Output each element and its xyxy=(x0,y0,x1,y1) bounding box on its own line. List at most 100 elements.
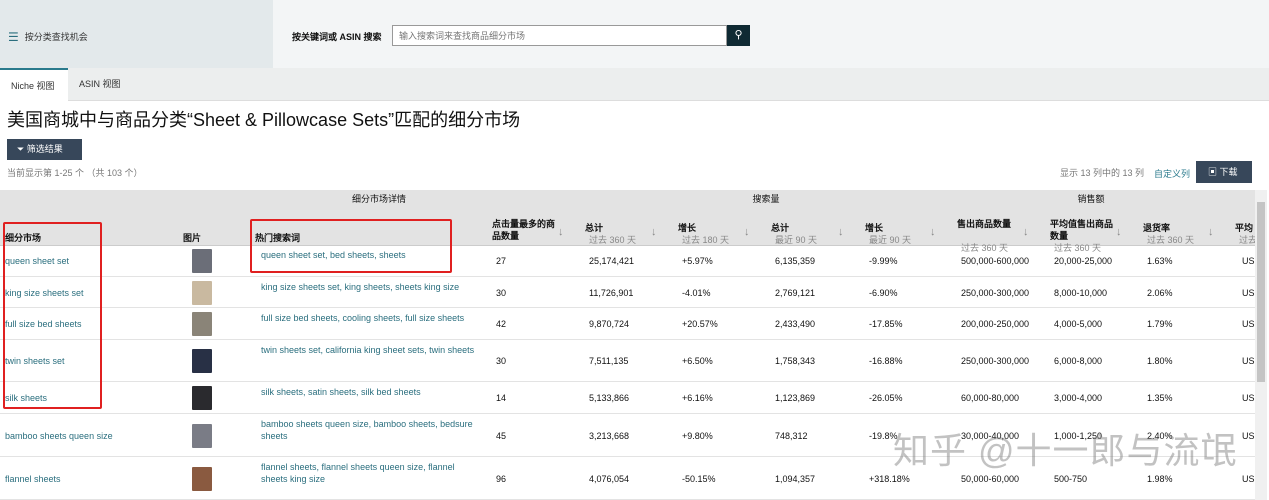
column-header: 热门搜索词 xyxy=(255,233,301,243)
cell-niche[interactable]: queen sheet set xyxy=(5,256,70,266)
divider xyxy=(0,245,1255,246)
cell-units: 200,000-250,000 xyxy=(961,319,1030,329)
column-header[interactable]: 售出商品数量 xyxy=(957,219,1012,229)
product-image[interactable] xyxy=(192,386,212,410)
cell-avg: 8,000-10,000 xyxy=(1054,287,1108,298)
product-image[interactable] xyxy=(192,280,212,305)
cell-s360: 5,133,866 xyxy=(589,393,630,403)
search-button[interactable]: ⚲ xyxy=(727,25,750,46)
cell-clicked: 30 xyxy=(496,356,507,366)
highlight-box-terms xyxy=(250,219,452,273)
search-terms[interactable]: flannel sheets, flannel sheets queen siz… xyxy=(261,462,455,484)
cell-g90: -26.05% xyxy=(869,393,903,403)
row-divider xyxy=(0,307,1255,308)
product-image[interactable] xyxy=(192,312,212,336)
column-subtitle: 过去 360 天 xyxy=(589,235,637,245)
cell-clicked: 42 xyxy=(496,319,507,329)
browse-by-category-button[interactable]: ☰ 按分类查找机会 xyxy=(8,30,88,44)
cell-s90: 1,758,343 xyxy=(775,356,816,366)
cell-g90: -9.99% xyxy=(869,256,898,266)
cell-avg: 4,000-5,000 xyxy=(1054,319,1103,329)
cell-niche[interactable]: silk sheets xyxy=(5,393,48,403)
product-image[interactable] xyxy=(192,349,212,373)
search-terms[interactable]: full size bed sheets, cooling sheets, fu… xyxy=(261,313,465,323)
row-divider xyxy=(0,381,1255,382)
sort-arrow-icon[interactable]: ↓ xyxy=(930,226,936,238)
cell-niche[interactable]: flannel sheets xyxy=(5,473,61,484)
sort-arrow-icon[interactable]: ↓ xyxy=(1208,226,1214,238)
search-terms[interactable]: bamboo sheets queen size, bamboo sheets,… xyxy=(261,419,473,441)
cell-price: US xyxy=(1242,430,1255,441)
sort-arrow-icon[interactable]: ↓ xyxy=(1023,226,1029,238)
sort-arrow-icon[interactable]: ↓ xyxy=(744,226,750,238)
sort-arrow-icon[interactable]: ↓ xyxy=(558,226,564,238)
sort-arrow-icon[interactable]: ↓ xyxy=(651,226,657,238)
sort-arrow-icon[interactable]: ↓ xyxy=(838,226,844,238)
cell-avg: 500-750 xyxy=(1054,473,1088,484)
cell-g90: +318.18% xyxy=(869,473,910,484)
cell-avg: 1,000-1,250 xyxy=(1054,430,1103,441)
row-divider xyxy=(0,339,1255,340)
cell-niche[interactable]: twin sheets set xyxy=(5,356,65,366)
column-subtitle: 过去 xyxy=(1239,235,1258,245)
cell-niche[interactable]: full size bed sheets xyxy=(5,319,82,329)
search-label: 按关键词或 ASIN 搜索 xyxy=(292,32,382,42)
column-header[interactable]: 平均值售出商品数量 xyxy=(1050,219,1114,241)
cell-g180: +6.16% xyxy=(682,393,713,403)
cell-s90: 1,123,869 xyxy=(775,393,816,403)
cell-ret: 1.35% xyxy=(1147,393,1173,403)
cell-clicked: 27 xyxy=(496,256,507,266)
search-icon: ⚲ xyxy=(734,29,743,41)
column-subtitle: 最近 90 天 xyxy=(775,235,818,245)
tab-niche-view[interactable]: Niche 视图 xyxy=(0,68,68,101)
results-count: 当前显示第 1-25 个 （共 103 个） xyxy=(7,168,143,178)
hamburger-icon: ☰ xyxy=(8,30,19,44)
cell-s360: 25,174,421 xyxy=(589,256,635,266)
cell-s360: 7,511,135 xyxy=(589,356,629,366)
search-terms[interactable]: king size sheets set, king sheets, sheet… xyxy=(261,282,460,292)
column-header: 图片 xyxy=(183,233,202,243)
cell-g90: -16.88% xyxy=(869,356,903,366)
cell-g180: -50.15% xyxy=(682,473,716,484)
product-image[interactable] xyxy=(192,249,212,273)
cell-niche[interactable]: king size sheets set xyxy=(5,287,84,298)
divider xyxy=(1045,207,1046,245)
highlight-box-niche xyxy=(3,222,102,409)
divider xyxy=(1138,207,1139,245)
product-image[interactable] xyxy=(192,466,212,491)
download-button[interactable]: ▣ 下载 xyxy=(1196,161,1252,183)
column-header[interactable]: 平均 xyxy=(1235,223,1254,233)
column-header[interactable]: 总计 xyxy=(585,223,604,233)
cell-avg: 6,000-8,000 xyxy=(1054,356,1103,366)
page-title: 美国商城中与商品分类“Sheet & Pillowcase Sets”匹配的细分… xyxy=(7,110,521,130)
search-terms[interactable]: silk sheets, satin sheets, silk bed shee… xyxy=(261,387,421,397)
filter-results-button[interactable]: ⏷ 筛选结果 xyxy=(7,139,82,160)
scrollbar-thumb[interactable] xyxy=(1257,202,1265,382)
column-header[interactable]: 总计 xyxy=(771,223,790,233)
search-terms[interactable]: twin sheets set, california king sheet s… xyxy=(261,345,475,355)
column-header[interactable]: 增长 xyxy=(678,223,697,233)
search-terms[interactable]: queen sheet set, bed sheets, sheets xyxy=(261,250,406,260)
column-header[interactable]: 点击量最多的商品数量 xyxy=(492,219,556,241)
cell-g90: -6.90% xyxy=(869,287,898,298)
search-input[interactable] xyxy=(392,25,727,46)
tab-asin-view[interactable]: ASIN 视图 xyxy=(79,79,121,89)
scrollbar[interactable] xyxy=(1255,190,1267,500)
customize-columns-link[interactable]: 自定义列 xyxy=(1154,169,1191,179)
watermark: 知乎 @十一郎与流氓 xyxy=(893,430,1238,471)
row-divider xyxy=(0,276,1255,277)
column-header[interactable]: 增长 xyxy=(865,223,884,233)
cell-s90: 748,312 xyxy=(775,430,808,441)
product-image[interactable] xyxy=(192,423,212,448)
download-label: 下载 xyxy=(1219,167,1238,177)
cell-avg: 3,000-4,000 xyxy=(1054,393,1103,403)
cell-niche[interactable]: bamboo sheets queen size xyxy=(5,430,113,441)
column-header[interactable]: 退货率 xyxy=(1143,223,1171,233)
cell-units: 500,000-600,000 xyxy=(961,256,1030,266)
cell-units: 60,000-80,000 xyxy=(961,393,1020,403)
column-subtitle: 过去 360 天 xyxy=(961,243,1009,253)
column-subtitle: 过去 360 天 xyxy=(1147,235,1195,245)
sort-arrow-icon[interactable]: ↓ xyxy=(1116,226,1122,238)
divider xyxy=(766,207,767,245)
columns-shown: 显示 13 列中的 13 列 xyxy=(1060,168,1145,178)
